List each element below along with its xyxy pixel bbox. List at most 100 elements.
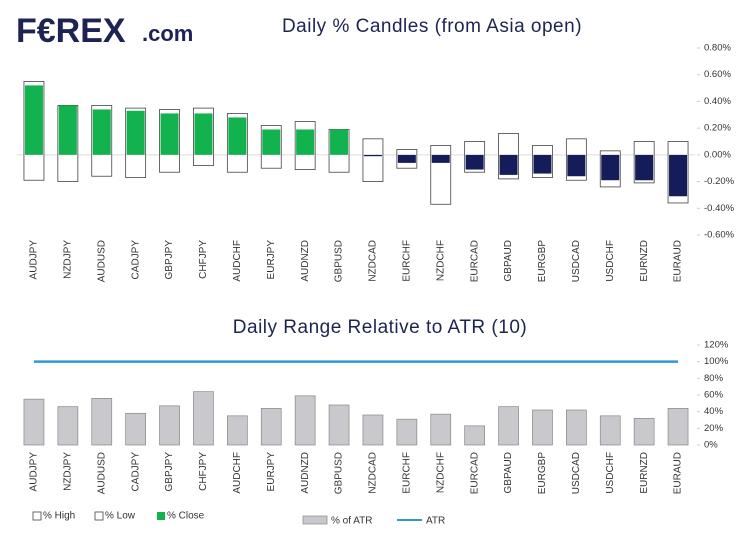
y-tick-label: 20% (704, 423, 724, 434)
logo: F€REX (16, 12, 126, 50)
bar (57, 406, 79, 446)
bar (227, 415, 248, 446)
y-tick-label: 0.20% (704, 123, 731, 134)
bar (532, 409, 553, 446)
x-tick-label: EURCHF (401, 240, 412, 282)
bar (159, 405, 180, 446)
legend-swatch (302, 515, 328, 525)
x-tick-label: NZDJPY (62, 452, 73, 491)
x-tick-label: USDCAD (571, 452, 582, 494)
bar (294, 395, 316, 446)
x-tick-label: GBPAUD (503, 452, 514, 494)
legend-label: % of ATR (331, 516, 373, 527)
x-tick-label: NZDCHF (435, 452, 446, 493)
range-box (362, 138, 384, 182)
close-bar (262, 129, 281, 155)
close-bar (533, 154, 552, 174)
y-tick-label: -0.20% (704, 176, 735, 187)
bar (91, 397, 113, 446)
bar (633, 417, 655, 446)
y-tick-label: 0.00% (704, 149, 731, 160)
close-bar (228, 117, 247, 155)
x-tick-label: CHFJPY (198, 452, 209, 491)
x-tick-label: EURAUD (673, 452, 684, 494)
y-tick-label: -0.40% (704, 203, 735, 214)
bar (193, 391, 214, 446)
close-bar (635, 154, 654, 181)
close-bar (126, 110, 145, 155)
x-tick-label: AUDCHF (232, 452, 243, 494)
x-tick-label: AUDNZD (300, 452, 311, 494)
x-tick-label: AUDJPY (29, 452, 40, 492)
y-tick-label: 40% (704, 406, 724, 417)
x-tick-label: AUDCHF (232, 240, 243, 282)
x-tick-label: GBPUSD (334, 452, 345, 494)
bar (125, 412, 147, 446)
bar (23, 398, 45, 446)
legend-swatch (94, 511, 104, 521)
x-tick-label: CADJPY (130, 452, 141, 492)
x-tick-label: CADJPY (130, 240, 141, 280)
x-tick-label: EURNZD (639, 452, 650, 494)
x-tick-label: GBPAUD (503, 240, 514, 282)
range-box (430, 145, 452, 205)
x-tick-label: USDCHF (605, 452, 616, 494)
close-bar (567, 154, 586, 177)
close-bar (194, 113, 213, 155)
close-bar (296, 129, 315, 155)
bar (396, 418, 418, 446)
legend-label: ATR (426, 516, 445, 527)
x-tick-label: EURGBP (537, 240, 548, 283)
x-tick-label: EURGBP (537, 452, 548, 495)
x-tick-label: AUDUSD (96, 452, 107, 494)
logo-suffix: .com (142, 21, 193, 46)
x-tick-label: AUDNZD (300, 240, 311, 282)
chart-title: Daily % Candles (from Asia open) (282, 16, 582, 37)
close-bar (160, 113, 179, 155)
bar (260, 407, 282, 446)
close-bar (363, 154, 382, 157)
y-tick-label: 0% (704, 440, 718, 451)
y-tick-label: 0.60% (704, 69, 731, 80)
x-tick-label: NZDJPY (62, 240, 73, 279)
close-bar (601, 154, 620, 181)
close-bar (669, 154, 688, 197)
legend-swatch (32, 511, 42, 521)
x-tick-label: GBPJPY (164, 452, 175, 492)
bar (464, 425, 485, 446)
x-tick-label: AUDJPY (29, 240, 40, 280)
y-tick-label: 100% (704, 356, 729, 367)
x-tick-label: CHFJPY (198, 240, 209, 279)
close-bar (92, 109, 111, 155)
bar (430, 413, 452, 446)
y-tick-label: 0.40% (704, 96, 731, 107)
close-bar (431, 154, 450, 163)
y-tick-label: 60% (704, 390, 724, 401)
x-tick-label: EURCAD (469, 240, 480, 282)
bar (498, 406, 519, 446)
close-bar (465, 154, 484, 170)
close-bar (330, 129, 349, 155)
x-tick-label: EURCHF (401, 452, 412, 494)
bar (565, 409, 587, 446)
legend-label: % Low (105, 511, 136, 522)
y-tick-label: 0.80% (704, 43, 731, 54)
legend-label: % High (43, 511, 75, 522)
y-tick-label: 80% (704, 373, 724, 384)
x-tick-label: AUDUSD (96, 240, 107, 282)
x-tick-label: NZDCHF (435, 240, 446, 281)
bar (328, 404, 350, 446)
close-bar (397, 154, 416, 163)
x-tick-label: GBPUSD (334, 240, 345, 282)
x-tick-label: GBPJPY (164, 240, 175, 280)
x-tick-label: NZDCAD (368, 240, 379, 282)
x-tick-label: EURJPY (266, 240, 277, 280)
chart-title: Daily Range Relative to ATR (10) (233, 317, 527, 338)
y-tick-label: -0.60% (704, 230, 735, 241)
legend-label: % Close (167, 511, 205, 522)
y-tick-label: 120% (704, 340, 729, 351)
x-tick-label: EURJPY (266, 452, 277, 492)
x-tick-label: EURAUD (673, 240, 684, 282)
close-bar (58, 105, 77, 155)
